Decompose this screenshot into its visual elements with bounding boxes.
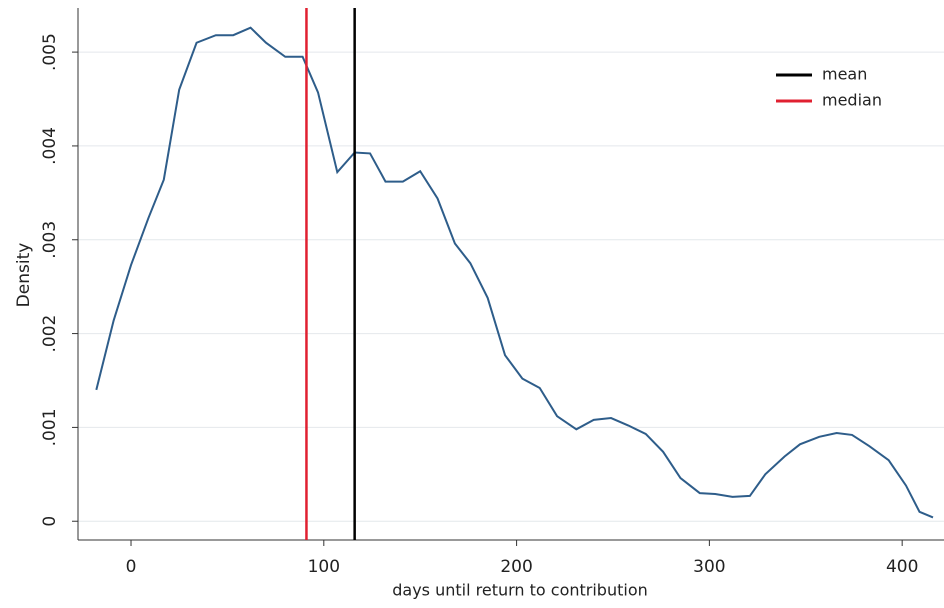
x-tick-label: 300 [693,557,725,577]
y-tick-label: .004 [40,127,60,165]
x-tick-label: 400 [886,557,918,577]
x-axis-label: days until return to contribution [392,581,648,600]
legend-label: median [822,91,882,110]
y-tick-label: .002 [40,315,60,353]
x-tick-label: 200 [500,557,532,577]
y-tick-label: 0 [40,516,60,527]
y-axis-label: Density [14,243,34,308]
y-tick-label: .003 [40,221,60,259]
density-line [95,26,934,519]
y-tick-label: .005 [40,33,60,71]
x-tick-label: 100 [308,557,340,577]
x-tick-label: 0 [126,557,137,577]
y-tick-label: .001 [40,408,60,446]
legend-label: mean [822,65,867,84]
